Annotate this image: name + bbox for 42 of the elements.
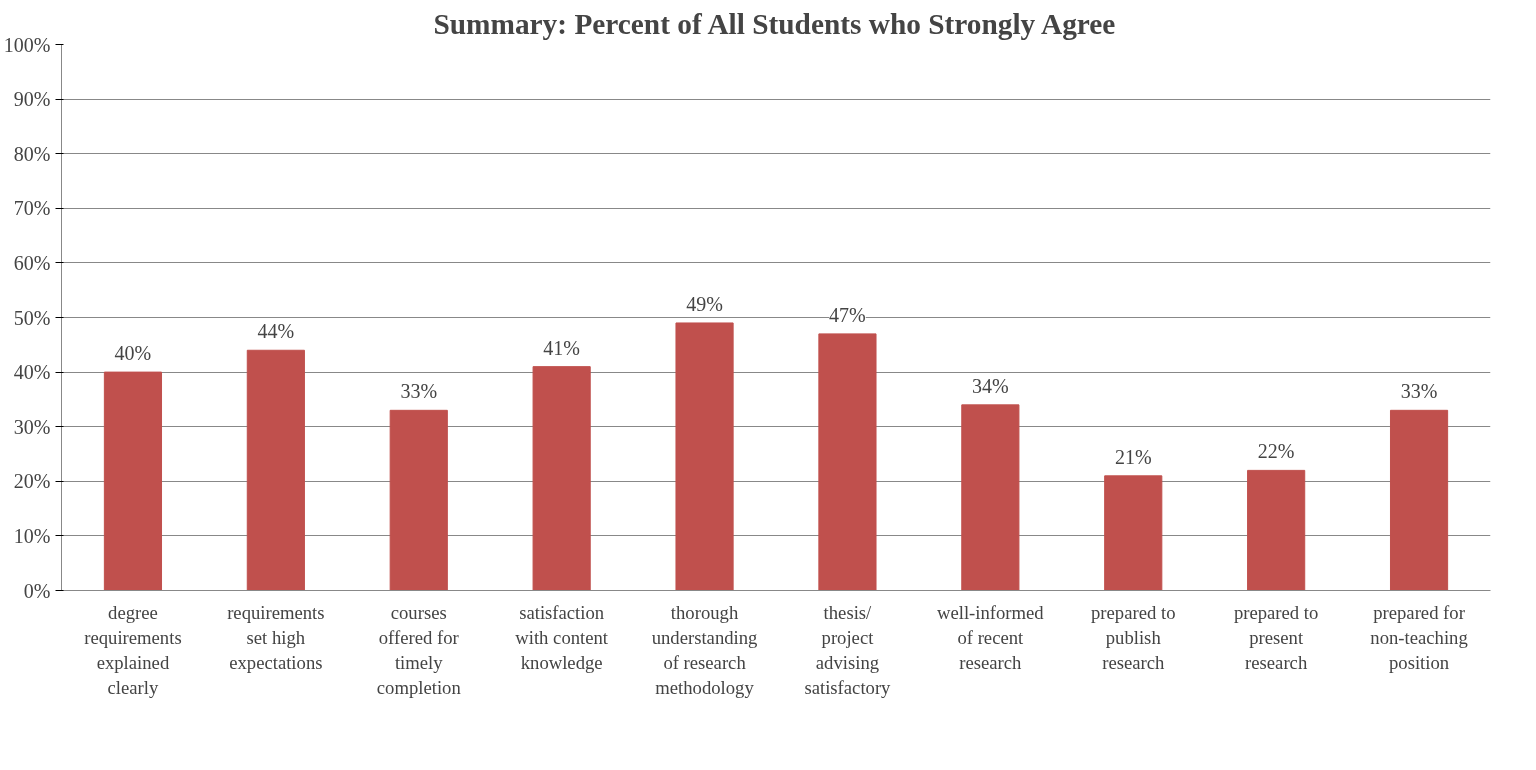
data-label: 33% bbox=[1400, 380, 1438, 403]
bar bbox=[389, 409, 448, 591]
x-tick-label: thesis/ project advising satisfactory bbox=[804, 601, 892, 699]
bar bbox=[961, 404, 1020, 591]
y-tick-label: 70% bbox=[13, 197, 51, 220]
y-tick-label: 10% bbox=[13, 524, 51, 547]
bar bbox=[818, 333, 877, 591]
data-label: 40% bbox=[114, 342, 152, 365]
x-tick-label: well-informed of recent research bbox=[936, 601, 1045, 673]
y-tick-label: 40% bbox=[13, 361, 51, 384]
chart-title: Summary: Percent of All Students who Strongly Agree bbox=[433, 7, 1116, 40]
x-tick-label: requirements set high expectations bbox=[227, 601, 325, 673]
y-tick-label: 0% bbox=[23, 579, 51, 602]
x-tick-label: thorough understanding of research methodology bbox=[651, 601, 758, 699]
x-tick-label: prepared to publish research bbox=[1091, 601, 1176, 673]
bar bbox=[1247, 469, 1306, 591]
x-tick-label: degree requirements explained clearly bbox=[84, 601, 182, 699]
data-label: 41% bbox=[543, 336, 580, 359]
y-tick-label: 50% bbox=[13, 306, 51, 329]
y-tick-label: 80% bbox=[13, 142, 51, 165]
bar bbox=[1104, 475, 1163, 591]
data-label: 34% bbox=[972, 374, 1009, 397]
bar bbox=[1389, 409, 1449, 591]
data-label: 21% bbox=[1114, 445, 1152, 468]
y-tick-label: 60% bbox=[13, 251, 51, 274]
x-tick-label: courses offered for timely completion bbox=[376, 601, 462, 699]
bar bbox=[103, 371, 163, 591]
x-tick-label: prepared for non-teaching position bbox=[1370, 601, 1468, 673]
y-tick-label: 90% bbox=[13, 88, 51, 111]
data-label: 22% bbox=[1257, 440, 1295, 463]
bar bbox=[532, 366, 591, 591]
data-label: 47% bbox=[829, 303, 866, 326]
x-tick-label: satisfaction with content knowledge bbox=[515, 601, 609, 673]
data-label: 33% bbox=[400, 380, 438, 403]
data-label: 49% bbox=[686, 292, 723, 315]
y-tick-label: 30% bbox=[13, 415, 51, 438]
y-tick-label: 100% bbox=[3, 33, 51, 56]
bar bbox=[675, 322, 734, 591]
y-tick-label: 20% bbox=[13, 470, 51, 493]
data-label: 44% bbox=[257, 320, 295, 343]
bar bbox=[246, 349, 305, 591]
x-tick-label: prepared to present research bbox=[1233, 601, 1319, 673]
